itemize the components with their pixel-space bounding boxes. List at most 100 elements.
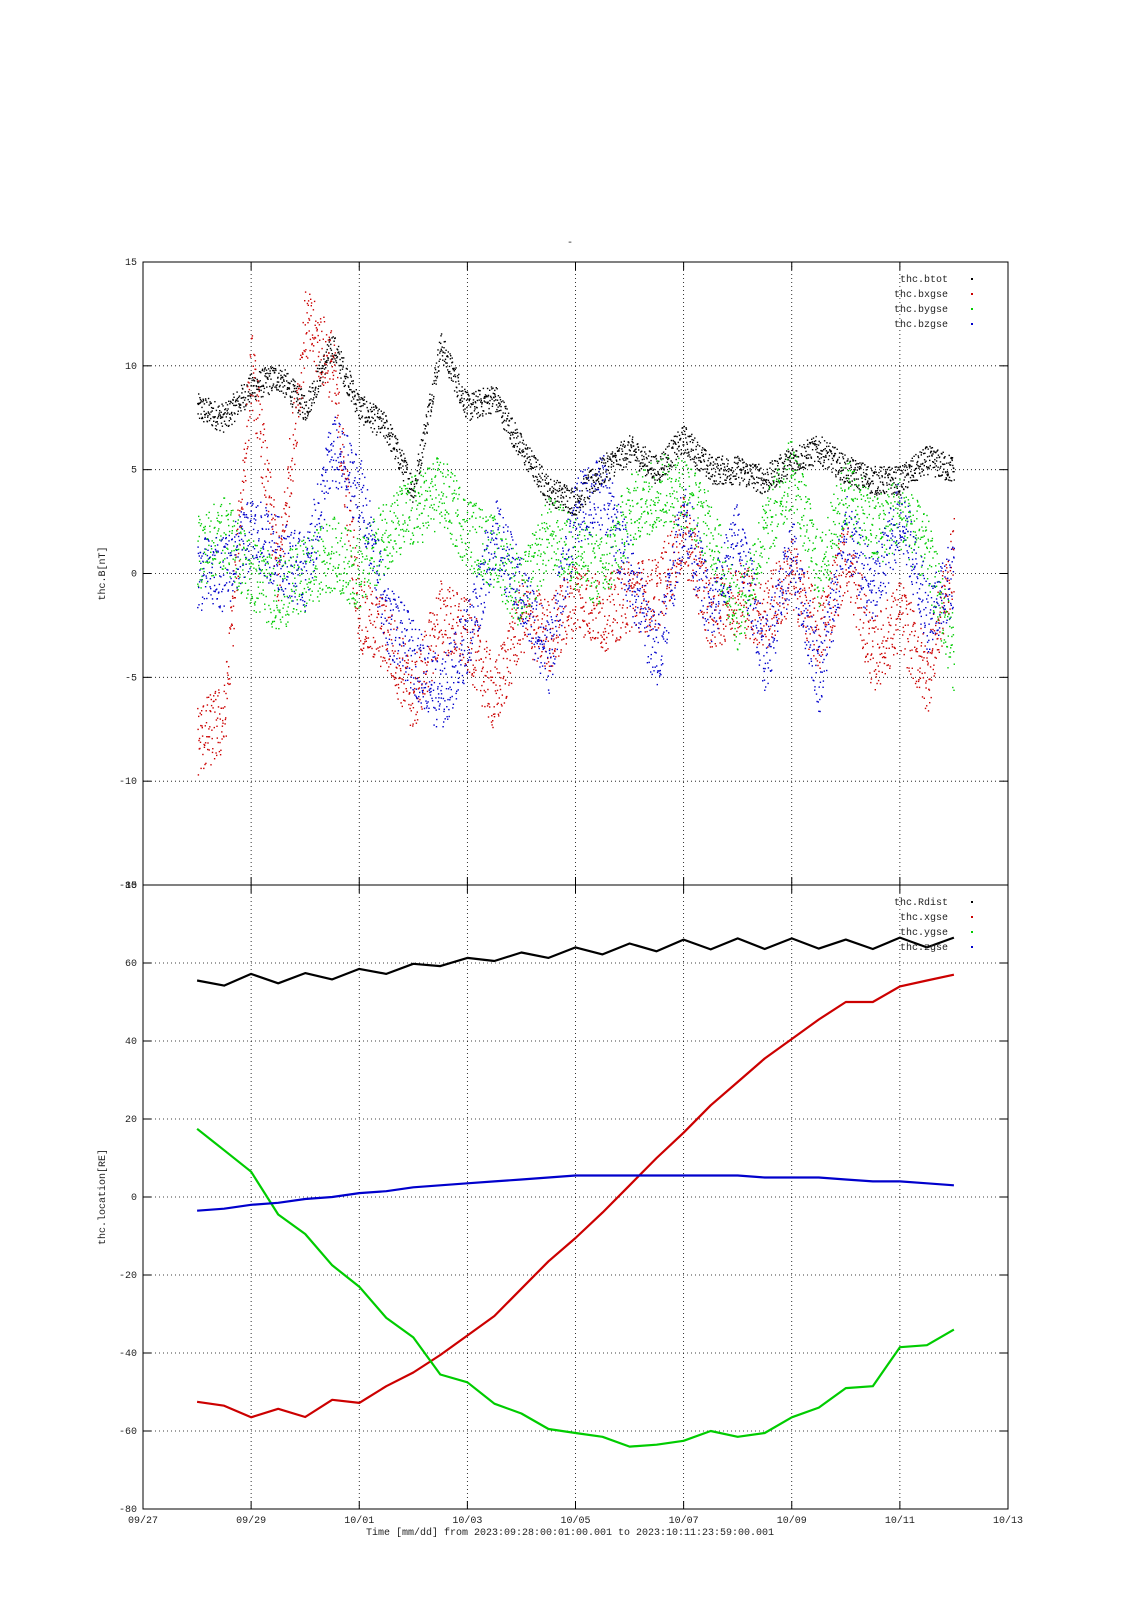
data-point [853,557,855,559]
data-point [211,410,213,412]
data-point [908,467,911,469]
data-point [437,638,439,640]
data-point [333,356,335,359]
data-point [565,495,567,497]
data-point [406,463,409,466]
data-point [898,492,901,494]
data-point [371,410,373,412]
data-point [671,530,673,533]
data-point [418,461,420,463]
data-point [892,492,895,494]
data-point [738,570,740,573]
data-point [209,694,212,696]
data-point [223,420,226,422]
data-point [436,614,438,616]
data-point [353,403,355,405]
data-point [313,300,316,303]
data-point [592,479,594,482]
data-point [786,473,788,476]
data-point [197,403,200,406]
data-point [847,590,849,592]
data-point [227,682,229,685]
data-point [559,593,561,596]
data-point [306,302,309,305]
data-point [876,682,878,685]
data-point [572,630,574,632]
data-point [850,601,852,603]
data-point [489,670,492,672]
data-point [698,469,700,471]
data-point [498,654,500,656]
data-point [367,646,369,648]
data-point [349,388,351,391]
data-point [447,371,450,373]
data-point [346,393,349,395]
data-point [231,595,234,597]
data-point [861,576,864,579]
data-point [840,452,843,454]
data-point [550,627,552,630]
data-point [240,526,242,529]
data-point [351,390,353,393]
data-point [646,465,649,467]
data-point [793,609,795,611]
data-point [528,456,531,458]
data-point [864,643,867,645]
data-point [735,478,737,480]
data-point [444,352,446,354]
data-point [910,470,912,473]
data-point [204,763,206,766]
data-point [874,465,876,468]
data-point [531,455,533,457]
data-point [873,670,876,672]
data-point [397,698,399,700]
data-point [518,592,520,594]
data-point [744,572,746,574]
data-point [661,552,663,554]
data-point [557,607,560,609]
data-point [820,457,822,459]
data-point [629,630,631,632]
data-point [820,604,822,606]
data-point [528,603,530,605]
data-point [545,473,547,476]
data-point [252,372,255,374]
data-point [871,653,873,655]
data-point [868,486,870,488]
data-point [934,633,937,636]
data-point [717,464,719,467]
data-point [877,628,879,630]
data-point [436,619,438,621]
data-point [422,639,424,641]
data-point [381,426,383,428]
data-point [279,384,281,387]
data-point [234,413,236,415]
data-point [503,702,506,704]
data-point [402,473,404,475]
data-point [643,464,646,467]
data-point [419,444,421,446]
data-point [895,629,897,631]
data-point [644,607,646,609]
data-point [230,606,233,608]
data-point [589,627,591,630]
data-point [282,392,285,394]
data-point [671,544,674,546]
data-point [950,456,952,459]
data-point [592,492,594,494]
data-point [739,469,741,471]
data-point [483,397,485,399]
data-point [518,450,520,453]
data-point [452,368,455,371]
data-point [498,715,500,717]
data-point [436,371,438,374]
data-point [601,646,604,649]
data-point [829,639,831,641]
data-point [467,668,469,671]
data-point [935,620,938,623]
data-point [540,491,542,493]
data-point [711,646,713,648]
data-point [867,660,869,663]
data-point [470,617,473,619]
data-point [337,349,339,351]
